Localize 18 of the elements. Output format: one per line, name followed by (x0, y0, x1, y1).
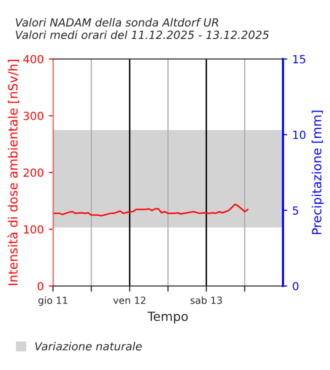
y2-axis-title: Precipitazione [mm] (312, 110, 324, 234)
x-tick-label: ven 12 (113, 296, 146, 304)
chart-title: Valori NADAM della sonda Altdorf UR Valori medi orari del 11.12.2025 - 13.12.2025 (16, 18, 269, 40)
legend-label: Variazione naturale (35, 342, 142, 350)
y2-tick-label: 10 (293, 130, 306, 140)
y-tick-label: 200 (24, 168, 44, 177)
x-tick-label: sab 13 (190, 296, 222, 304)
y-tick-label: 400 (23, 54, 44, 64)
y-tick-label: 0 (38, 282, 44, 290)
y2-tick-label: 15 (293, 55, 306, 64)
line-series (53, 204, 249, 216)
y2-tick-label: 5 (292, 206, 298, 215)
y2-tick-label: 0 (292, 282, 298, 290)
y-tick-label: 300 (24, 112, 44, 120)
y-tick-label: 100 (24, 225, 44, 234)
y-axis-title: Intensità di dose ambientale [nSv/h] (7, 60, 20, 286)
x-tick-label: gio 11 (38, 296, 68, 306)
x-axis-title: Tempo (147, 312, 188, 324)
